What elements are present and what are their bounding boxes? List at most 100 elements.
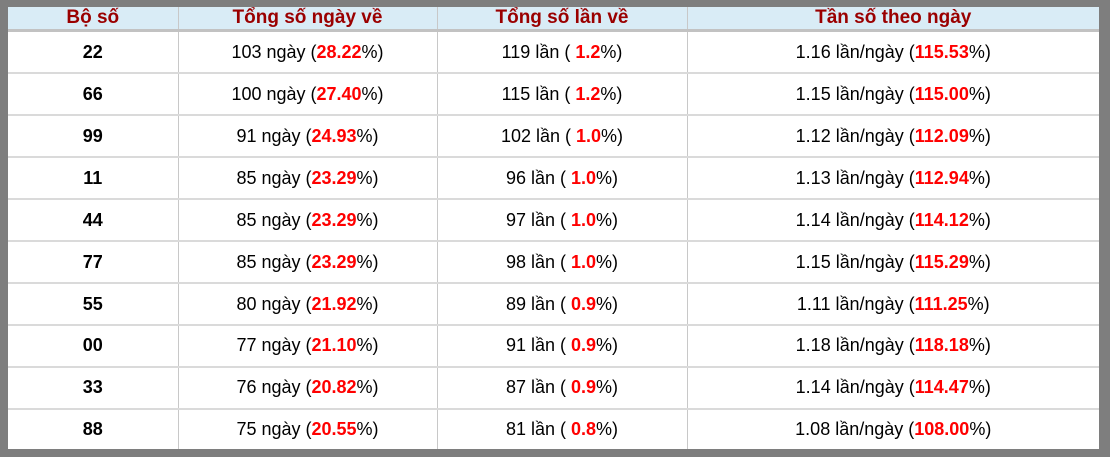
days-suffix: %) <box>356 167 379 188</box>
times-text: 87 lần ( <box>505 377 571 398</box>
days-percent: 23.29 <box>311 251 357 272</box>
days-text: 91 ngày ( <box>236 125 312 146</box>
cell-total-days: 85 ngày (23.29%) <box>178 157 438 201</box>
cell-pair-number: 55 <box>8 283 179 326</box>
times-percent: 0.8 <box>571 418 597 439</box>
times-suffix: %) <box>596 293 619 314</box>
cell-pair-number: 99 <box>8 115 179 159</box>
days-text: 85 ngày ( <box>236 209 312 230</box>
cell-total-times: 97 lần ( 1.0%) <box>437 199 688 243</box>
frequency-percent: 112.94 <box>914 167 969 188</box>
column-header-pair: Bộ số <box>8 7 179 32</box>
cell-total-days: 100 ngày (27.40%) <box>178 73 438 117</box>
frequency-suffix: %) <box>968 83 991 104</box>
table-row: 11 85 ngày (23.29%) 96 lần ( 1.0%) 1.13 … <box>8 157 1099 201</box>
column-header-total-days: Tổng số ngày về <box>178 7 438 32</box>
cell-pair-number: 11 <box>8 157 179 201</box>
days-percent: 24.93 <box>311 125 357 146</box>
times-text: 91 lần ( <box>505 335 571 356</box>
frequency-percent: 118.18 <box>914 335 969 356</box>
days-suffix: %) <box>361 41 384 62</box>
times-text: 97 lần ( <box>505 209 571 230</box>
frequency-suffix: %) <box>968 167 991 188</box>
frequency-suffix: %) <box>968 377 991 398</box>
times-text: 98 lần ( <box>505 251 571 272</box>
days-percent: 23.29 <box>311 167 357 188</box>
statistics-table: Bộ số Tổng số ngày về Tổng số lần về Tần… <box>8 7 1099 449</box>
frequency-percent: 115.29 <box>914 251 969 272</box>
frequency-text: 1.16 lần/ngày ( <box>795 41 915 62</box>
days-suffix: %) <box>356 418 379 439</box>
frequency-percent: 112.09 <box>914 125 969 146</box>
cell-total-days: 75 ngày (20.55%) <box>178 408 438 449</box>
cell-total-times: 119 lần ( 1.2%) <box>437 30 688 75</box>
times-suffix: %) <box>596 167 619 188</box>
times-percent: 1.0 <box>571 209 597 230</box>
cell-daily-frequency: 1.15 lần/ngày (115.00%) <box>687 73 1099 117</box>
times-suffix: %) <box>596 251 619 272</box>
frequency-text: 1.12 lần/ngày ( <box>795 125 915 146</box>
cell-total-times: 91 lần ( 0.9%) <box>437 324 688 368</box>
times-suffix: %) <box>596 335 619 356</box>
column-header-daily-frequency: Tần số theo ngày <box>687 7 1099 32</box>
days-text: 85 ngày ( <box>236 167 312 188</box>
times-text: 89 lần ( <box>505 293 571 314</box>
cell-daily-frequency: 1.16 lần/ngày (115.53%) <box>687 30 1099 75</box>
frequency-suffix: %) <box>968 209 991 230</box>
cell-pair-number: 66 <box>8 73 179 117</box>
cell-pair-number: 77 <box>8 241 179 285</box>
days-text: 100 ngày ( <box>231 83 317 104</box>
frequency-suffix: %) <box>968 125 991 146</box>
days-percent: 23.29 <box>311 209 357 230</box>
times-suffix: %) <box>596 377 619 398</box>
days-suffix: %) <box>356 377 379 398</box>
times-text: 115 lần ( <box>501 83 576 104</box>
table-row: 77 85 ngày (23.29%) 98 lần ( 1.0%) 1.15 … <box>8 241 1099 285</box>
days-percent: 27.40 <box>316 83 362 104</box>
frequency-text: 1.11 lần/ngày ( <box>796 293 915 314</box>
frequency-text: 1.08 lần/ngày ( <box>795 418 915 439</box>
frequency-text: 1.14 lần/ngày ( <box>795 209 915 230</box>
cell-pair-number: 00 <box>8 324 179 368</box>
table-row: 22 103 ngày (28.22%) 119 lần ( 1.2%) 1.1… <box>8 30 1099 75</box>
cell-total-days: 103 ngày (28.22%) <box>178 30 438 75</box>
cell-total-days: 91 ngày (24.93%) <box>178 115 438 159</box>
frequency-percent: 111.25 <box>914 293 968 314</box>
days-suffix: %) <box>356 209 379 230</box>
days-suffix: %) <box>361 83 384 104</box>
cell-daily-frequency: 1.18 lần/ngày (118.18%) <box>687 324 1099 368</box>
frequency-percent: 108.00 <box>914 418 970 439</box>
frequency-text: 1.15 lần/ngày ( <box>795 251 915 272</box>
times-text: 102 lần ( <box>500 125 577 146</box>
times-percent: 0.9 <box>571 293 597 314</box>
times-text: 96 lần ( <box>505 167 571 188</box>
days-percent: 21.92 <box>311 293 357 314</box>
times-suffix: %) <box>601 125 624 146</box>
pair-number: 99 <box>82 125 103 146</box>
table-row: 33 76 ngày (20.82%) 87 lần ( 0.9%) 1.14 … <box>8 366 1099 410</box>
cell-pair-number: 44 <box>8 199 179 243</box>
cell-daily-frequency: 1.15 lần/ngày (115.29%) <box>687 241 1099 285</box>
days-percent: 21.10 <box>311 335 357 356</box>
frequency-text: 1.18 lần/ngày ( <box>795 335 915 356</box>
times-text: 119 lần ( <box>501 41 576 62</box>
days-percent: 20.82 <box>311 377 357 398</box>
pair-number: 22 <box>82 41 103 62</box>
days-suffix: %) <box>356 251 379 272</box>
times-percent: 1.0 <box>571 167 597 188</box>
frequency-percent: 115.00 <box>914 83 969 104</box>
cell-total-days: 77 ngày (21.10%) <box>178 324 438 368</box>
cell-total-times: 115 lần ( 1.2%) <box>437 73 688 117</box>
cell-daily-frequency: 1.08 lần/ngày (108.00%) <box>687 409 1099 449</box>
frequency-percent: 115.53 <box>914 41 969 62</box>
times-suffix: %) <box>596 209 619 230</box>
pair-number: 44 <box>82 209 103 230</box>
cell-total-times: 81 lần ( 0.8%) <box>437 408 688 449</box>
table-row: 99 91 ngày (24.93%) 102 lần ( 1.0%) 1.12… <box>8 115 1099 159</box>
frequency-text: 1.15 lần/ngày ( <box>795 83 915 104</box>
table-body: 22 103 ngày (28.22%) 119 lần ( 1.2%) 1.1… <box>8 30 1099 449</box>
days-suffix: %) <box>356 125 379 146</box>
frequency-percent: 114.47 <box>914 377 969 398</box>
pair-number: 00 <box>82 335 103 356</box>
